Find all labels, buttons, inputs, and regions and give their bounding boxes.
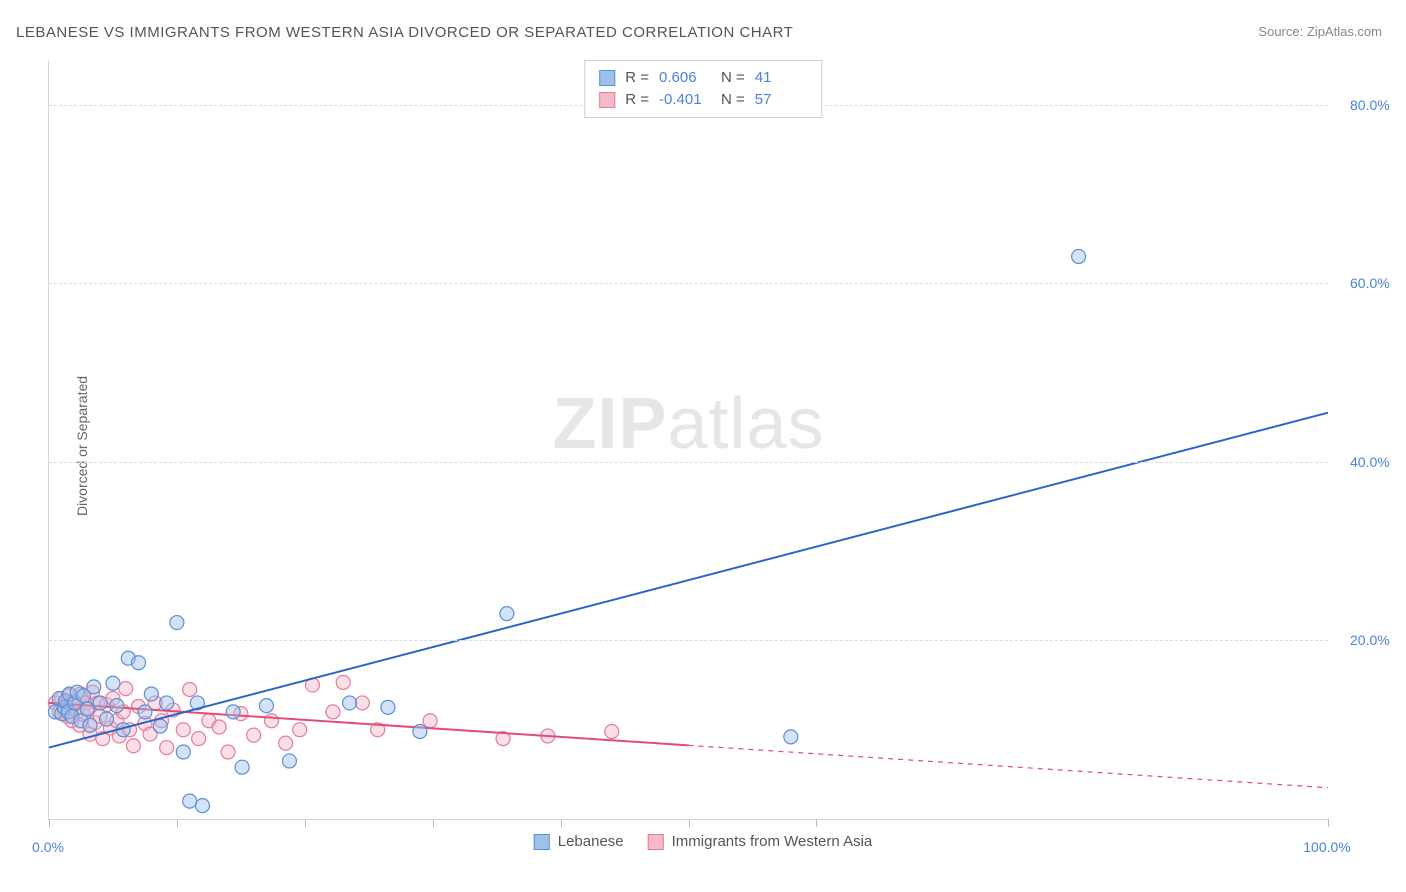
chart-title: LEBANESE VS IMMIGRANTS FROM WESTERN ASIA… — [16, 24, 793, 41]
data-point — [83, 718, 97, 732]
x-tick — [305, 819, 306, 827]
swatch-lebanese — [599, 70, 615, 86]
stat-r-western-asia: -0.401 — [659, 89, 711, 111]
x-tick — [689, 819, 690, 827]
data-point — [144, 687, 158, 701]
source-link[interactable]: ZipAtlas.com — [1307, 24, 1382, 39]
data-point — [183, 683, 197, 697]
y-tick-label: 80.0% — [1350, 97, 1390, 113]
x-tick — [177, 819, 178, 827]
data-point — [192, 732, 206, 746]
data-point — [784, 730, 798, 744]
legend-label-western-asia: Immigrants from Western Asia — [672, 833, 873, 850]
data-point — [176, 745, 190, 759]
data-point — [100, 712, 114, 726]
source-attribution: Source: ZipAtlas.com — [1258, 24, 1382, 39]
x-tick-label: 0.0% — [32, 839, 64, 855]
data-point — [247, 728, 261, 742]
source-label: Source: — [1258, 24, 1303, 39]
data-point — [110, 699, 124, 713]
swatch-western-asia — [599, 92, 615, 108]
data-point — [183, 794, 197, 808]
data-point — [343, 696, 357, 710]
data-point — [106, 676, 120, 690]
chart-svg-overlay — [49, 60, 1328, 819]
legend-item-western-asia: Immigrants from Western Asia — [648, 833, 873, 850]
data-point — [413, 724, 427, 738]
data-point — [259, 699, 273, 713]
x-tick — [1328, 819, 1329, 827]
data-point — [170, 616, 184, 630]
stat-n-label: N = — [721, 89, 745, 111]
y-tick-label: 40.0% — [1350, 454, 1390, 470]
data-point — [176, 723, 190, 737]
data-point — [355, 696, 369, 710]
data-point — [381, 700, 395, 714]
data-point — [221, 745, 235, 759]
data-point — [235, 760, 249, 774]
data-point — [293, 723, 307, 737]
data-point — [212, 720, 226, 734]
x-tick-label: 100.0% — [1303, 839, 1350, 855]
gridline — [49, 640, 1328, 641]
stats-row-western-asia: R = -0.401 N = 57 — [599, 89, 807, 111]
swatch-lebanese — [534, 834, 550, 850]
data-point — [1072, 249, 1086, 263]
data-point — [226, 705, 240, 719]
legend-item-lebanese: Lebanese — [534, 833, 624, 850]
gridline — [49, 283, 1328, 284]
stat-n-lebanese: 41 — [755, 67, 807, 89]
data-point — [336, 675, 350, 689]
x-tick — [816, 819, 817, 827]
data-point — [126, 739, 140, 753]
series-legend: Lebanese Immigrants from Western Asia — [534, 833, 873, 850]
data-point — [282, 754, 296, 768]
data-point — [138, 705, 152, 719]
stats-legend: R = 0.606 N = 41 R = -0.401 N = 57 — [584, 60, 822, 118]
data-point — [160, 741, 174, 755]
gridline — [49, 462, 1328, 463]
data-point — [423, 714, 437, 728]
plot-area: ZIPatlas 20.0%40.0%60.0%80.0% — [48, 60, 1328, 820]
data-point — [153, 719, 167, 733]
x-tick — [561, 819, 562, 827]
data-point — [93, 696, 107, 710]
data-point — [500, 607, 514, 621]
legend-label-lebanese: Lebanese — [558, 833, 624, 850]
data-point — [119, 682, 133, 696]
trend-line — [49, 413, 1328, 748]
data-point — [279, 736, 293, 750]
data-point — [605, 724, 619, 738]
trend-line-extrapolated — [689, 745, 1329, 787]
stat-r-lebanese: 0.606 — [659, 67, 711, 89]
stat-n-label: N = — [721, 67, 745, 89]
data-point — [265, 714, 279, 728]
y-tick-label: 20.0% — [1350, 632, 1390, 648]
stat-r-label: R = — [625, 89, 649, 111]
x-tick — [433, 819, 434, 827]
data-point — [87, 680, 101, 694]
data-point — [80, 702, 94, 716]
data-point — [160, 696, 174, 710]
swatch-western-asia — [648, 834, 664, 850]
stats-row-lebanese: R = 0.606 N = 41 — [599, 67, 807, 89]
stat-r-label: R = — [625, 67, 649, 89]
data-point — [326, 705, 340, 719]
data-point — [195, 799, 209, 813]
x-tick — [49, 819, 50, 827]
data-point — [132, 656, 146, 670]
stat-n-western-asia: 57 — [755, 89, 807, 111]
y-tick-label: 60.0% — [1350, 275, 1390, 291]
